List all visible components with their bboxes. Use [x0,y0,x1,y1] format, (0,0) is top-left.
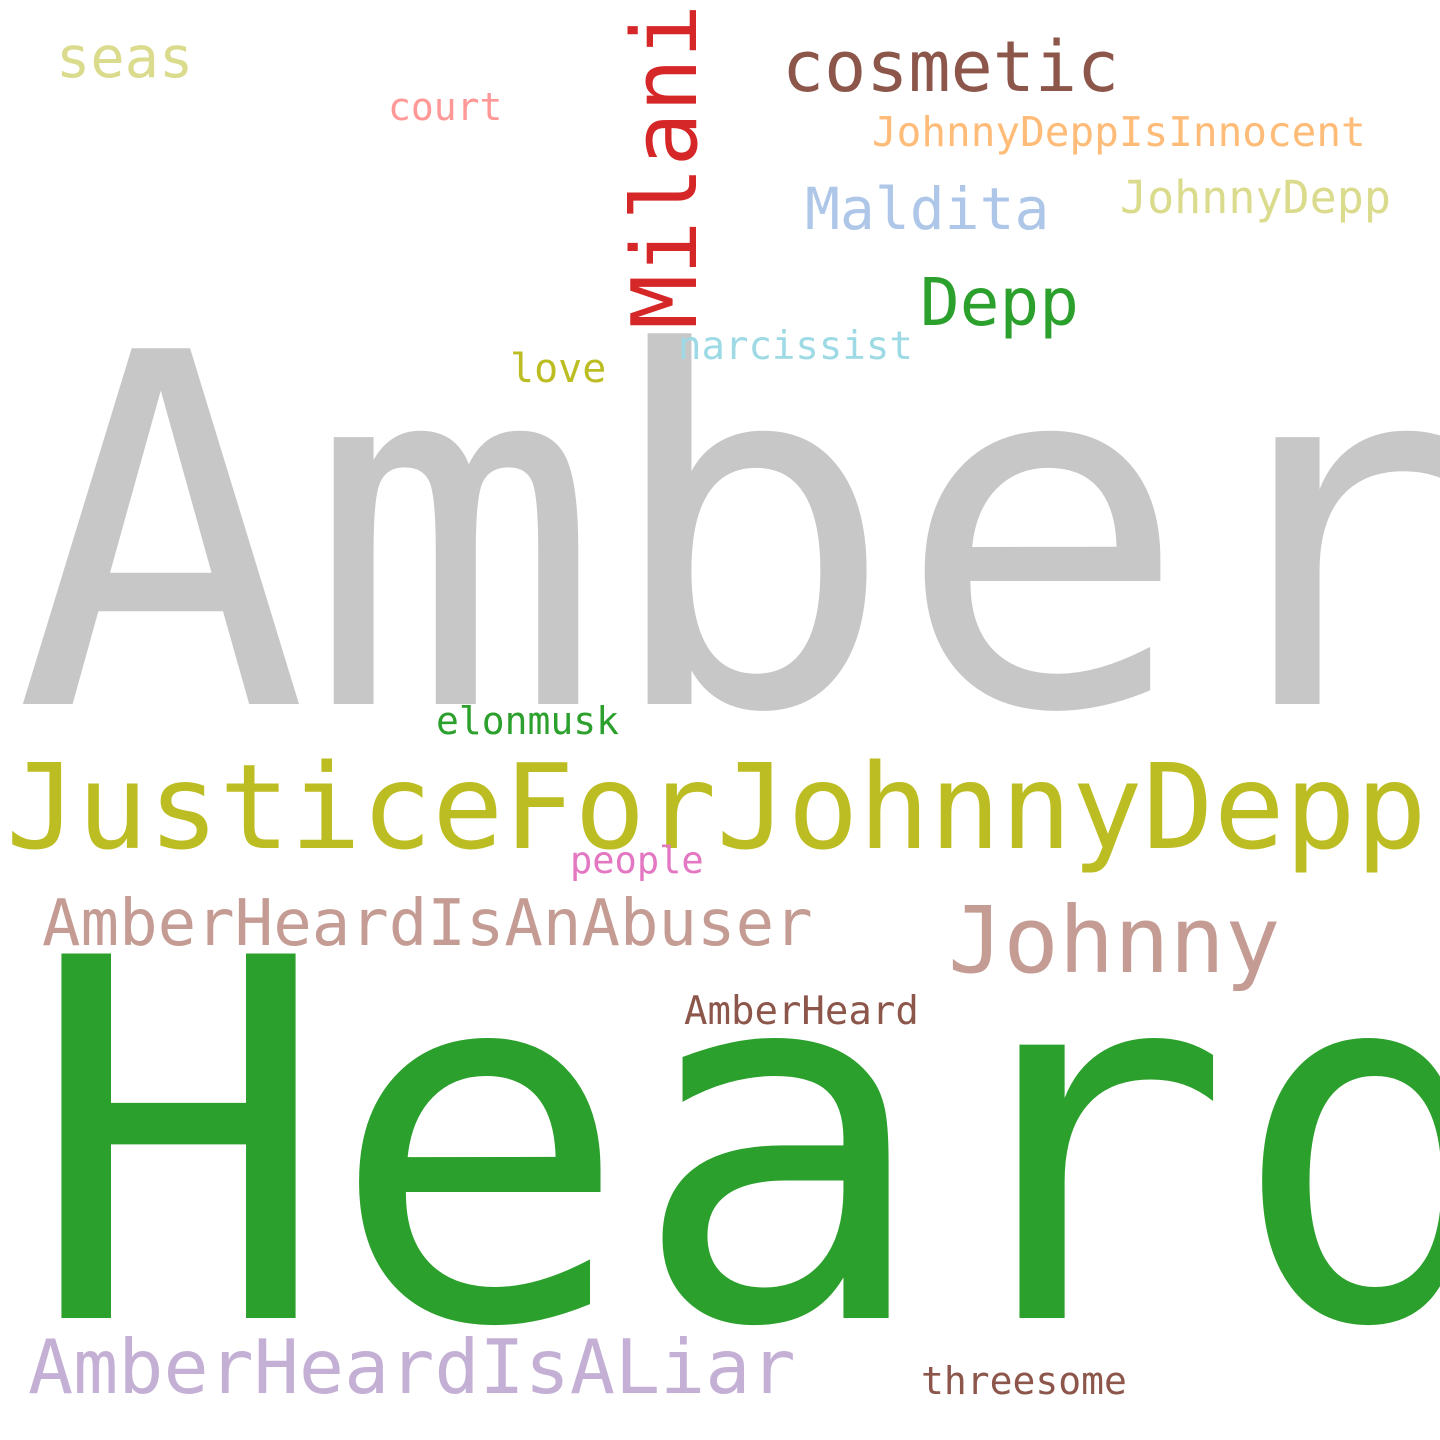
word-amber: Amber [14,252,1440,820]
word-amber-heard-is-an-abuser: AmberHeardIsAnAbuser [42,887,813,961]
word-love: love [510,346,607,392]
word-cosmetic: cosmetic [782,26,1120,108]
word-maldita: Maldita [805,175,1050,243]
word-milani: Milani [613,3,718,329]
word-depp: Depp [920,264,1079,341]
word-amber-heard: AmberHeard [684,989,919,1034]
word-elonmusk: elonmusk [436,699,620,743]
word-court: court [388,85,503,129]
word-seas: seas [56,25,194,91]
word-heard: Heard [28,854,1440,1436]
word-johnny: Johnny [948,887,1281,994]
word-amber-heard-is-a-liar: AmberHeardIsALiar [28,1323,796,1411]
word-johnny-depp-is-innocent: JohnnyDeppIsInnocent [872,108,1366,156]
word-people: people [570,839,704,882]
word-johnny-depp: JohnnyDepp [1120,171,1391,224]
word-narcissist: narcissist [678,324,913,369]
word-justice-for-johnny-depp: JusticeForJohnnyDepp [6,738,1427,876]
word-threesome: threesome [921,1359,1127,1403]
